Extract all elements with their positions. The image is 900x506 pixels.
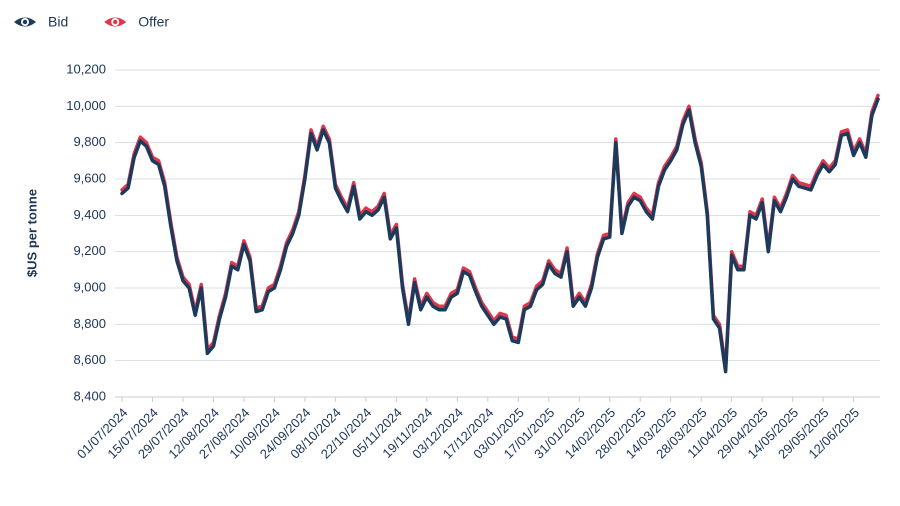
y-tick-label: 9,600 <box>73 170 106 185</box>
legend-item[interactable]: Bid <box>14 14 68 30</box>
y-tick-label: 9,200 <box>73 243 106 258</box>
legend: Bid Offer <box>14 14 169 30</box>
y-tick-label: 9,800 <box>73 134 106 149</box>
y-tick-label: 8,400 <box>73 388 106 403</box>
legend-eye-iris <box>22 19 28 25</box>
y-tick-label: 9,400 <box>73 207 106 222</box>
legend-item[interactable]: Offer <box>104 14 169 30</box>
y-tick-label: 8,800 <box>73 316 106 331</box>
legend-eye-iris <box>113 19 118 25</box>
y-tick-label: 10,200 <box>66 61 106 76</box>
y-axis-title: $US per tonne <box>24 189 39 277</box>
legend-label: Offer <box>138 14 169 30</box>
legend-label: Bid <box>48 14 68 30</box>
series-line <box>120 97 880 374</box>
y-tick-label: 9,000 <box>73 279 106 294</box>
y-tick-label: 8,600 <box>73 352 106 367</box>
y-tick-label: 10,000 <box>66 98 106 113</box>
